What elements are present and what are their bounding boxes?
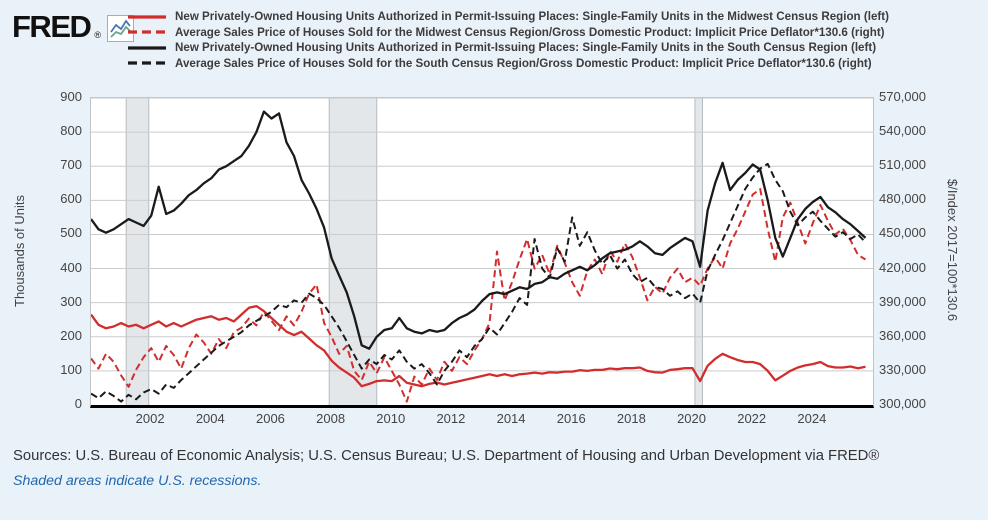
y-left-tick-100: 100: [60, 361, 82, 377]
series-line-south-avg-sales-price-deflated[interactable]: [91, 162, 867, 403]
legend-swatch: [127, 23, 167, 41]
x-tick-2022: 2022: [737, 411, 767, 426]
y-right-tick-510000: 510,000: [879, 157, 926, 173]
y-right-tick-480000: 480,000: [879, 191, 926, 207]
recession-band-2: [694, 98, 703, 405]
legend-item-3[interactable]: Average Sales Price of Houses Sold for t…: [127, 56, 889, 72]
sources-line: Sources: U.S. Bureau of Economic Analysi…: [13, 448, 880, 464]
x-tick-2024: 2024: [797, 411, 827, 426]
y-right-tick-300000: 300,000: [879, 396, 926, 411]
series-line-midwest-single-family-permits[interactable]: [91, 304, 866, 388]
y-right-tick-330000: 330,000: [879, 361, 926, 377]
recession-note[interactable]: Shaded areas indicate U.S. recessions.: [13, 473, 262, 489]
y-left-tick-700: 700: [60, 157, 82, 173]
y-left-tick-0: 0: [74, 396, 82, 411]
y-right-tick-570000: 570,000: [879, 89, 926, 104]
y-right-tick-450000: 450,000: [879, 225, 926, 241]
y-right-tick-390000: 390,000: [879, 293, 926, 309]
legend-swatch: [127, 39, 167, 57]
x-tick-2018: 2018: [616, 411, 646, 426]
legend-item-1[interactable]: Average Sales Price of Houses Sold for t…: [127, 25, 889, 41]
series-line-midwest-avg-sales-price-deflated[interactable]: [91, 188, 867, 403]
y-left-tick-200: 200: [60, 327, 82, 343]
legend-swatch: [127, 54, 167, 72]
x-tick-2012: 2012: [436, 411, 466, 426]
x-tick-2002: 2002: [135, 411, 165, 426]
y-right-tick-360000: 360,000: [879, 327, 926, 343]
y-left-tick-400: 400: [60, 259, 82, 275]
legend-item-2[interactable]: New Privately-Owned Housing Units Author…: [127, 40, 889, 56]
recession-band-1: [329, 98, 377, 405]
left-axis-title: Thousands of Units: [12, 194, 27, 307]
y-left-tick-500: 500: [60, 225, 82, 241]
series-line-south-single-family-permits[interactable]: [91, 110, 867, 350]
recession-band-0: [126, 98, 149, 405]
fred-logo-text: FRED: [12, 9, 92, 44]
right-axis-title: $/Index 2017=100*130.6: [945, 179, 960, 322]
y-left-tick-600: 600: [60, 191, 82, 207]
y-left-tick-800: 800: [60, 123, 82, 139]
legend-label: New Privately-Owned Housing Units Author…: [175, 10, 889, 24]
y-right-tick-540000: 540,000: [879, 123, 926, 139]
x-tick-2010: 2010: [376, 411, 406, 426]
registered-mark: ®: [94, 30, 102, 40]
y-left-tick-900: 900: [60, 89, 82, 104]
legend-label: Average Sales Price of Houses Sold for t…: [175, 25, 885, 39]
x-tick-2006: 2006: [255, 411, 285, 426]
fred-sparkline-icon: [107, 15, 135, 47]
x-tick-2020: 2020: [677, 411, 706, 426]
legend-label: Average Sales Price of Houses Sold for t…: [175, 56, 872, 70]
x-tick-2014: 2014: [496, 411, 526, 426]
plot-area[interactable]: [90, 97, 874, 408]
y-left-tick-300: 300: [60, 293, 82, 309]
legend-swatch: [127, 8, 167, 26]
legend-label: New Privately-Owned Housing Units Author…: [175, 41, 877, 55]
x-tick-2008: 2008: [316, 411, 346, 426]
x-tick-2004: 2004: [195, 411, 225, 426]
x-tick-2016: 2016: [556, 411, 586, 426]
fred-logo[interactable]: FRED ®: [12, 9, 135, 47]
chart-legend: New Privately-Owned Housing Units Author…: [127, 9, 889, 71]
y-right-tick-420000: 420,000: [879, 259, 926, 275]
legend-item-0[interactable]: New Privately-Owned Housing Units Author…: [127, 9, 889, 25]
